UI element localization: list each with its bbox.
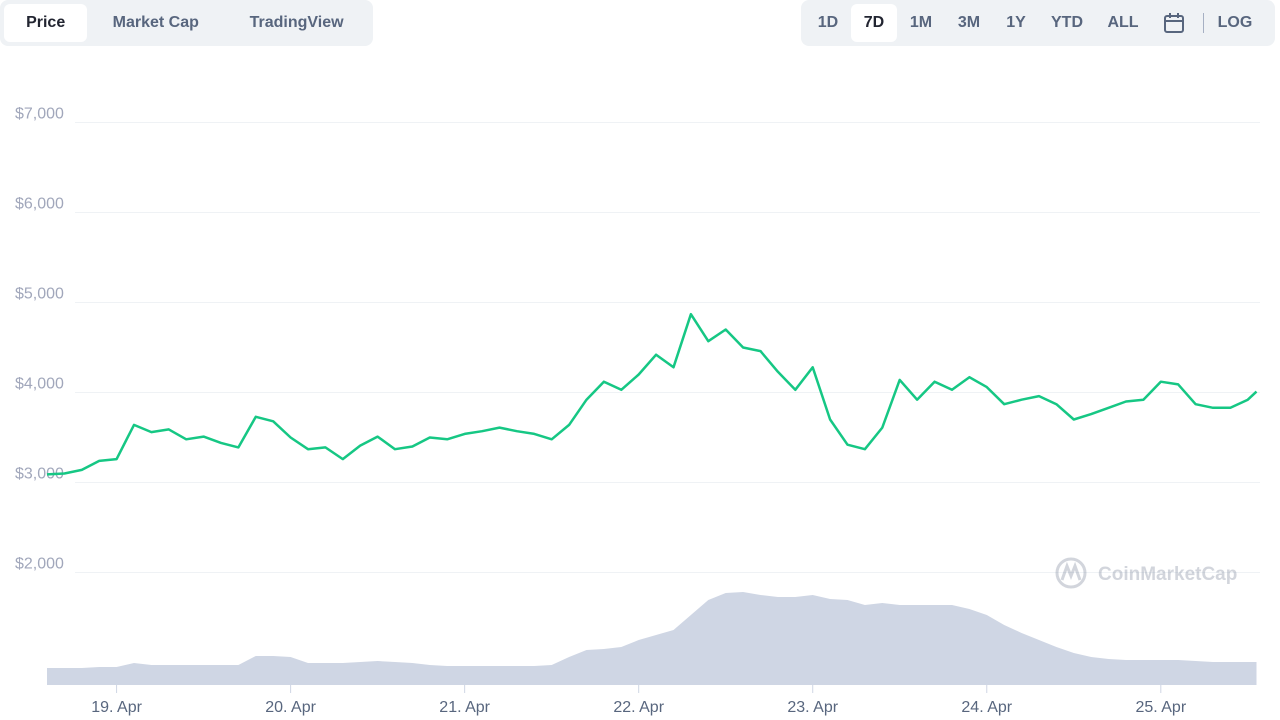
range-button[interactable]: YTD	[1051, 14, 1083, 31]
y-tick-label: $7,000	[15, 106, 64, 123]
tab-button[interactable]: Price	[4, 4, 88, 42]
y-tick-label: $4,000	[15, 376, 64, 393]
y-tick-label: $5,000	[15, 286, 64, 303]
tab-button[interactable]: TradingView	[249, 14, 344, 31]
x-tick-label: 19. Apr	[91, 699, 142, 716]
x-tick-label: 21. Apr	[439, 699, 490, 716]
separator	[1203, 13, 1204, 33]
y-tick-label: $2,000	[15, 556, 64, 573]
range-button[interactable]: ALL	[1107, 14, 1139, 31]
range-selector: 1D 7D 1M 3M 1Y YTD ALL LOG	[801, 0, 1275, 46]
range-button[interactable]: 1M	[909, 14, 933, 31]
watermark-text: CoinMarketCap	[1098, 564, 1237, 585]
watermark-logo	[1055, 557, 1087, 589]
x-tick-label: 20. Apr	[265, 699, 316, 716]
y-tick-label: $6,000	[15, 196, 64, 213]
range-button[interactable]: 1Y	[1006, 14, 1026, 31]
x-tick-label: 23. Apr	[787, 699, 838, 716]
watermark: CoinMarketCap	[1055, 557, 1237, 589]
x-tick-label: 25. Apr	[1135, 699, 1186, 716]
range-button[interactable]: 7D	[851, 4, 897, 42]
tab-button[interactable]: Market Cap	[112, 14, 199, 31]
calendar-icon	[1164, 13, 1184, 33]
price-line	[46, 312, 1258, 476]
log-button[interactable]: LOG	[1217, 14, 1253, 31]
watermark-logo-mark	[1060, 561, 1082, 581]
y-tick-label: $3,000	[15, 466, 64, 483]
x-tick-label: 24. Apr	[961, 699, 1012, 716]
range-button[interactable]: 1D	[817, 14, 839, 31]
chart-tabs: Price Market Cap TradingView	[0, 0, 373, 46]
x-tick-label: 22. Apr	[613, 699, 664, 716]
range-button[interactable]: 3M	[957, 14, 981, 31]
calendar-button[interactable]	[1151, 4, 1197, 42]
volume-area	[47, 592, 1257, 685]
